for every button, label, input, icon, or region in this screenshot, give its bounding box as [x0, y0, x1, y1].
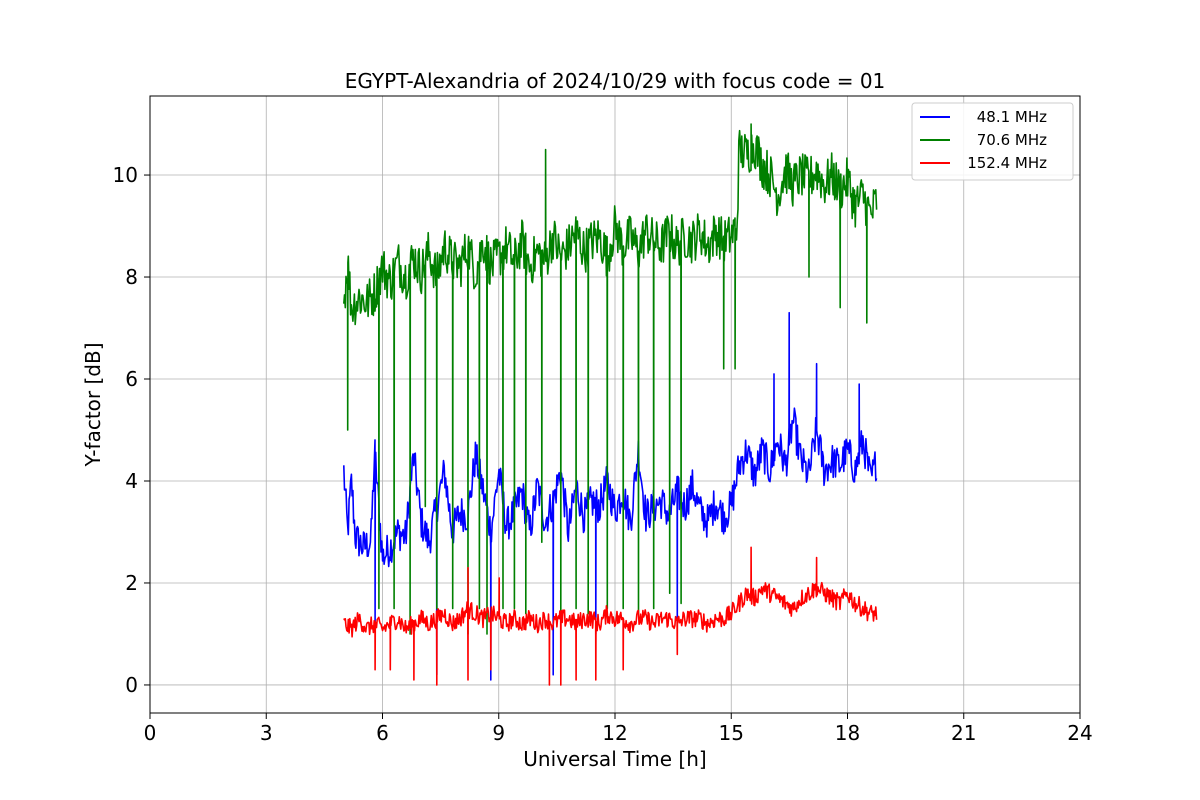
- x-tick-label: 9: [492, 721, 505, 745]
- y-tick-label: 6: [125, 367, 138, 391]
- x-tick-label: 12: [602, 721, 627, 745]
- x-tick-label: 3: [260, 721, 273, 745]
- x-tick-label: 18: [835, 721, 860, 745]
- y-tick-label: 4: [125, 469, 138, 493]
- x-axis-ticks: 0 3 6 9 12 15 18 21 24: [144, 713, 1093, 745]
- y-axis-label: Y-factor [dB]: [81, 342, 105, 467]
- legend: 48.1 MHz 70.6 MHz 152.4 MHz: [911, 102, 1074, 181]
- chart-title: EGYPT-Alexandria of 2024/10/29 with focu…: [345, 69, 886, 93]
- legend-label: 48.1 MHz: [977, 108, 1047, 126]
- x-tick-label: 21: [951, 721, 976, 745]
- series-48-1-mhz: [343, 311, 878, 681]
- y-axis-ticks: 0 2 4 6 8 10: [113, 163, 150, 697]
- x-axis-label: Universal Time [h]: [523, 747, 706, 771]
- series-152-4-mhz: [343, 546, 878, 686]
- x-tick-label: 6: [376, 721, 389, 745]
- y-tick-label: 8: [125, 265, 138, 289]
- x-tick-label: 15: [719, 721, 744, 745]
- series-line: [343, 546, 878, 686]
- legend-label: 70.6 MHz: [977, 131, 1047, 149]
- series-layer: [343, 123, 878, 686]
- series-70-6-mhz: [343, 123, 878, 635]
- series-line: [343, 123, 878, 635]
- series-line: [343, 311, 878, 681]
- y-tick-label: 10: [113, 163, 138, 187]
- legend-label: 152.4 MHz: [967, 154, 1047, 172]
- x-tick-label: 0: [144, 721, 157, 745]
- legend-box: [911, 102, 1074, 181]
- y-tick-label: 2: [125, 571, 138, 595]
- y-tick-label: 0: [125, 673, 138, 697]
- x-tick-label: 24: [1067, 721, 1092, 745]
